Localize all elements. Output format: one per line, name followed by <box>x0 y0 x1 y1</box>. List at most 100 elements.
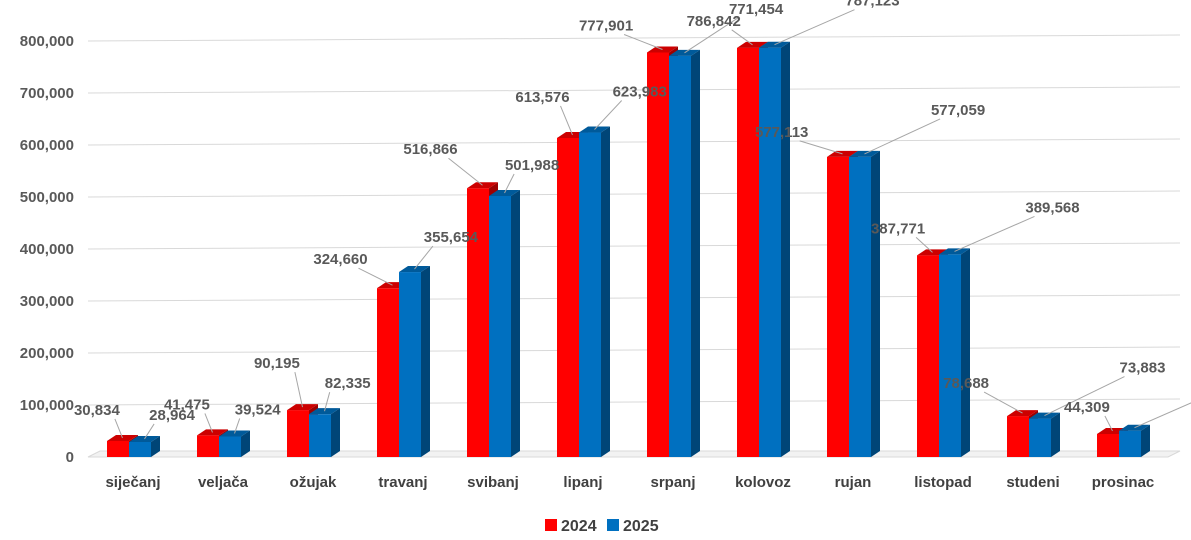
leader-line <box>774 9 855 46</box>
bar-2025-prosinac <box>1119 424 1150 457</box>
leader-line <box>684 17 739 54</box>
x-tick-label: prosinac <box>1092 474 1155 491</box>
x-tick-label: veljača <box>198 474 249 491</box>
bar-side <box>961 248 970 457</box>
bar-2025-siječanj <box>129 435 160 457</box>
bar-side <box>601 126 610 457</box>
x-tick-label: travanj <box>378 474 427 491</box>
y-tick-label: 700,000 <box>20 85 74 102</box>
x-tick-label: ožujak <box>290 474 337 491</box>
bar-2025-svibanj <box>489 189 520 457</box>
leader-line <box>623 34 663 50</box>
y-tick-label: 0 <box>66 449 74 466</box>
bar-front <box>377 288 399 457</box>
data-label: 777,901 <box>579 17 633 34</box>
data-label: 82,335 <box>325 375 371 392</box>
bar-front <box>557 137 579 457</box>
bar-front <box>917 255 939 457</box>
leader-line <box>294 371 303 408</box>
bar-side <box>781 41 790 457</box>
leader-line <box>799 140 843 155</box>
data-label: 41,475 <box>164 396 210 413</box>
data-label: 39,524 <box>235 401 282 418</box>
bar-front <box>467 188 489 457</box>
bar-side <box>691 49 700 457</box>
bar-side <box>331 408 340 457</box>
data-label: 30,834 <box>74 402 121 419</box>
gridline <box>87 86 1181 94</box>
data-label: 787,123 <box>845 0 899 10</box>
leader-line <box>414 245 434 270</box>
bar-front <box>939 254 961 457</box>
y-tick-label: 100,000 <box>20 397 74 414</box>
x-tick-label: siječanj <box>105 474 160 491</box>
x-tick-label: kolovoz <box>735 474 791 491</box>
gridline <box>87 294 1181 302</box>
bar-front <box>309 414 331 457</box>
bar-front <box>579 132 601 457</box>
leader-line <box>1134 402 1191 429</box>
data-label: 355,654 <box>424 229 479 246</box>
bar-2025-studeni <box>1029 412 1060 457</box>
legend-swatch-2024 <box>545 519 557 531</box>
leader-line <box>1104 415 1113 432</box>
bar-side <box>511 189 520 457</box>
leader-line <box>504 173 515 194</box>
gridline <box>87 346 1181 354</box>
x-tick-label: svibanj <box>467 474 519 491</box>
bar-front <box>759 47 781 457</box>
leader-line <box>144 423 155 440</box>
leader-line <box>1044 376 1125 417</box>
leader-line <box>114 418 123 439</box>
y-tick-label: 200,000 <box>20 345 74 362</box>
bar-front <box>287 410 309 457</box>
data-label: 771,454 <box>729 1 784 18</box>
leader-line <box>358 267 393 286</box>
data-label: 623,983 <box>613 84 667 101</box>
y-tick-label: 500,000 <box>20 189 74 206</box>
data-label: 78,688 <box>943 375 989 392</box>
legend-label: 2024 <box>561 518 597 535</box>
bar-front <box>219 436 241 457</box>
bar-front <box>1119 430 1141 457</box>
y-tick-label: 800,000 <box>20 33 74 50</box>
legend-swatch-2025 <box>607 519 619 531</box>
leader-line <box>983 391 1023 414</box>
legend: 2024 2025 <box>545 518 659 535</box>
leader-line <box>864 118 941 155</box>
data-label: 90,195 <box>254 355 300 372</box>
data-label: 786,842 <box>687 13 741 30</box>
data-label: 516,866 <box>403 141 457 158</box>
bar-2025-rujan <box>849 150 880 457</box>
leader-line <box>234 418 241 434</box>
leader-line <box>731 29 753 46</box>
data-label: 28,964 <box>149 407 196 424</box>
y-axis: 0 100,000 200,000 300,000 400,000 500,000 600,… <box>20 33 74 466</box>
bar-front <box>107 440 129 457</box>
bar-front <box>647 52 669 457</box>
data-label: 324,660 <box>313 251 367 268</box>
bar-side <box>421 266 430 457</box>
legend-label: 2025 <box>623 518 659 535</box>
bar-2025-kolovoz <box>759 41 790 457</box>
leader-line <box>204 413 213 433</box>
bar-front <box>399 272 421 457</box>
bar-front <box>1097 433 1119 457</box>
x-tick-label: srpanj <box>650 474 695 491</box>
leader-line <box>324 392 331 412</box>
bar-2025-srpanj <box>669 49 700 457</box>
leader-line <box>448 157 483 186</box>
leader-line <box>560 105 573 136</box>
y-tick-label: 600,000 <box>20 137 74 154</box>
bar-2025-listopad <box>939 248 970 457</box>
x-tick-label: listopad <box>914 474 972 491</box>
bar-front <box>1029 418 1051 457</box>
bar-2025-veljača <box>219 430 250 457</box>
bar-front <box>489 195 511 457</box>
data-label: 389,568 <box>1025 199 1079 216</box>
data-label: 73,883 <box>1120 360 1166 377</box>
leader-line <box>915 236 933 253</box>
bars <box>107 41 1150 457</box>
chart-floor <box>87 450 1181 458</box>
